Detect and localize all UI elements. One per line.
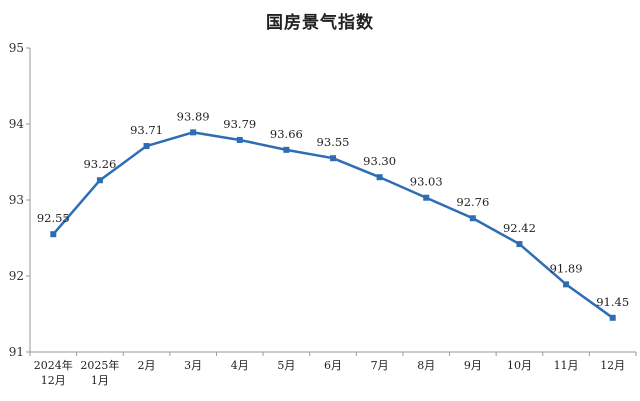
data-point (190, 129, 197, 136)
y-tick-label: 93 (9, 193, 24, 207)
data-label: 92.76 (456, 195, 489, 209)
x-tick-label: 5月 (277, 359, 295, 372)
x-tick-label: 2025年 1月 (80, 358, 119, 387)
x-tick-label: 4月 (231, 359, 249, 372)
y-tick-label: 95 (9, 41, 24, 55)
y-tick-label: 91 (9, 345, 24, 359)
data-label: 93.55 (317, 135, 350, 149)
data-point (283, 146, 290, 153)
data-label: 93.66 (270, 127, 303, 141)
x-tick-label: 12月 (600, 359, 625, 372)
data-point (516, 241, 523, 248)
data-point (423, 194, 430, 201)
data-point (330, 155, 336, 162)
data-label: 93.79 (223, 117, 256, 131)
chart-axes (29, 48, 636, 353)
x-tick-label: 9月 (464, 359, 482, 372)
x-tick-label: 2月 (138, 359, 156, 372)
x-tick-label: 11月 (554, 359, 579, 372)
data-label: 93.03 (410, 175, 443, 189)
data-label: 93.89 (177, 109, 210, 123)
y-tick-label: 94 (9, 117, 25, 131)
x-tick-label: 3月 (184, 359, 202, 372)
data-labels: 92.55 93.26 93.71 93.89 93.79 93.66 93.55 93.30… (37, 109, 629, 308)
x-tick-label: 8月 (417, 359, 435, 372)
data-label: 93.30 (363, 154, 396, 168)
data-label: 92.55 (37, 211, 70, 225)
data-label: 93.71 (130, 123, 163, 137)
data-point (143, 143, 150, 150)
data-point (469, 215, 476, 222)
data-point (376, 174, 383, 181)
data-label: 92.42 (503, 221, 536, 235)
data-label: 91.89 (550, 261, 583, 275)
y-tick-label: 92 (9, 269, 24, 283)
data-label: 91.45 (596, 295, 629, 309)
data-points (50, 129, 616, 321)
x-tick-label: 10月 (507, 359, 532, 372)
data-point (50, 231, 57, 238)
data-label: 93.26 (83, 157, 116, 171)
x-tick-label: 6月 (324, 359, 342, 372)
data-point (236, 136, 243, 143)
data-point (609, 314, 616, 321)
data-point (96, 177, 103, 184)
chart-title: 国房景气指数 (266, 13, 374, 33)
data-point (563, 281, 570, 288)
y-axis-ticks: 91 92 93 94 95 (9, 41, 30, 359)
x-tick-label: 2024年 12月 (34, 358, 73, 387)
x-tick-label: 7月 (371, 359, 389, 372)
